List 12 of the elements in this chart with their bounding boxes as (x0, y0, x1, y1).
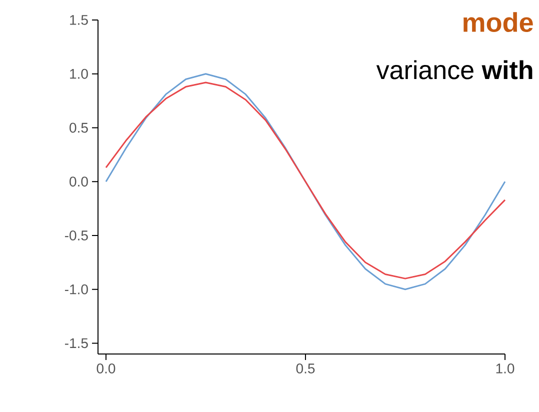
y-tick-label: 0.0 (70, 176, 88, 187)
annotation: variance with (376, 60, 532, 80)
y-tick-label: 1.5 (70, 15, 88, 25)
y-tick-label: 1.0 (70, 68, 88, 79)
y-tick-label: -1.0 (64, 284, 88, 294)
y-tick-label: -1.5 (64, 338, 88, 348)
annotation: mode (464, 12, 533, 32)
y-tick-label: 0.5 (70, 122, 88, 133)
x-tick-label: 0.5 (296, 364, 315, 374)
x-tick-label: 0.0 (96, 364, 116, 374)
y-tick-label: -0.5 (64, 230, 88, 240)
x-tick-label: 1.0 (496, 364, 514, 374)
